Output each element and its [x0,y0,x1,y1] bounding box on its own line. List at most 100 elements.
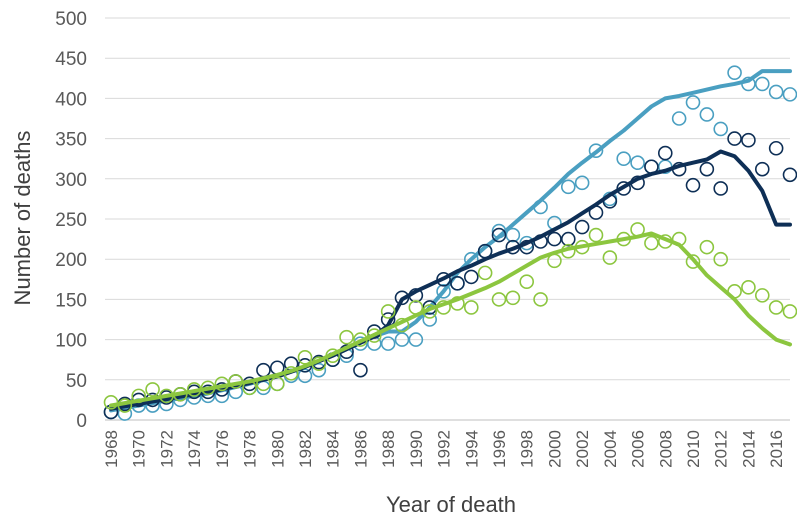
x-tick-label: 1988 [379,430,398,468]
data-point-marker [588,227,604,243]
data-point-marker [353,362,368,378]
y-tick-label: 100 [55,331,87,352]
y-tick-label: 450 [55,49,87,70]
data-point-marker [741,280,756,295]
data-point-marker [699,107,715,122]
x-tick-label: 1984 [324,430,343,468]
x-tick-label: 1970 [130,430,149,468]
trend-line [109,149,792,411]
data-point-marker [436,271,451,287]
data-point-marker [630,155,645,171]
data-point-marker [256,362,271,378]
data-point-marker [477,265,493,281]
y-tick-label: 400 [55,89,87,110]
y-tick-label: 200 [55,250,87,271]
data-point-marker [408,332,424,347]
y-tick-label: 50 [66,371,87,392]
data-point-marker [450,276,465,291]
data-point-marker [145,382,160,397]
data-point-marker [644,235,659,251]
data-point-marker [574,219,590,235]
x-tick-label: 2002 [573,430,592,468]
data-point-marker [491,227,507,243]
data-point-marker [533,292,548,307]
y-tick-label: 350 [55,130,87,151]
data-point-marker [657,145,673,161]
data-point-marker [297,349,313,365]
data-point-marker [741,132,756,148]
data-point-marker [602,250,618,265]
data-point-marker [685,254,701,269]
x-tick-label: 1986 [351,430,370,468]
data-point-marker [463,300,479,315]
x-tick-label: 2000 [545,430,564,468]
trend-line [109,69,792,413]
x-tick-label: 2014 [739,430,758,468]
series-group [103,222,797,413]
data-point-marker [297,368,313,384]
x-tick-label: 2010 [684,430,703,468]
x-tick-label: 1978 [241,430,260,468]
data-point-marker [491,292,507,307]
data-point-marker [685,177,701,193]
x-tick-label: 1982 [296,430,315,468]
series-group [103,131,797,420]
y-axis-title: Number of deaths [10,131,35,306]
data-point-marker [713,121,729,137]
data-point-marker [519,274,535,290]
x-tick-label: 1976 [213,430,232,468]
data-point-marker [505,227,521,243]
data-point-marker [713,181,729,196]
data-point-marker [339,329,354,345]
x-tick-label: 1994 [462,430,481,468]
trend-line [109,231,792,408]
x-tick-label: 1968 [102,430,121,468]
y-tick-label: 150 [55,290,87,311]
x-tick-label: 2006 [629,430,648,468]
data-point-marker [685,95,701,110]
data-point-marker [436,284,451,299]
data-point-marker [560,179,576,195]
data-point-marker [713,251,729,267]
x-tick-label: 1972 [157,430,176,468]
data-point-marker [380,304,396,319]
y-tick-label: 0 [76,411,87,432]
x-tick-label: 1992 [435,430,454,468]
data-point-marker [380,336,396,351]
data-point-marker [588,143,604,158]
x-axis-ticks: 1968 1970 1972 1974 1976 1978 1980 1982 1984 1986… [102,430,786,468]
data-point-marker [560,231,576,247]
data-point-marker [754,288,770,303]
data-point-marker [671,111,687,126]
x-tick-label: 2012 [712,430,731,468]
data-point-marker [754,76,770,92]
data-point-marker [768,84,784,100]
data-point-marker [463,269,479,285]
data-point-marker [782,304,797,319]
data-point-marker [547,231,562,247]
y-tick-label: 500 [55,9,87,30]
data-point-marker [768,140,784,156]
data-point-marker [699,239,715,255]
x-tick-label: 1974 [185,430,204,468]
x-tick-label: 2008 [656,430,675,468]
data-point-marker [782,87,797,102]
x-tick-label: 1990 [407,430,426,468]
x-tick-label: 2004 [601,430,620,468]
x-tick-label: 2016 [767,430,786,468]
data-point-marker [727,65,742,80]
data-point-marker [754,161,770,177]
x-axis-title: Year of death [386,492,516,517]
data-point-marker [616,151,632,166]
data-point-marker [699,161,715,177]
data-point-marker [103,395,119,410]
data-point-marker [505,290,521,306]
data-point-marker [782,167,797,183]
y-axis-ticks: 0 50 100 150 200 250 300 350 400 450 500 [55,9,87,432]
data-series [103,65,797,421]
data-point-marker [727,131,742,146]
data-point-marker [519,235,535,251]
x-tick-label: 1996 [490,430,509,468]
y-tick-label: 300 [55,170,87,191]
